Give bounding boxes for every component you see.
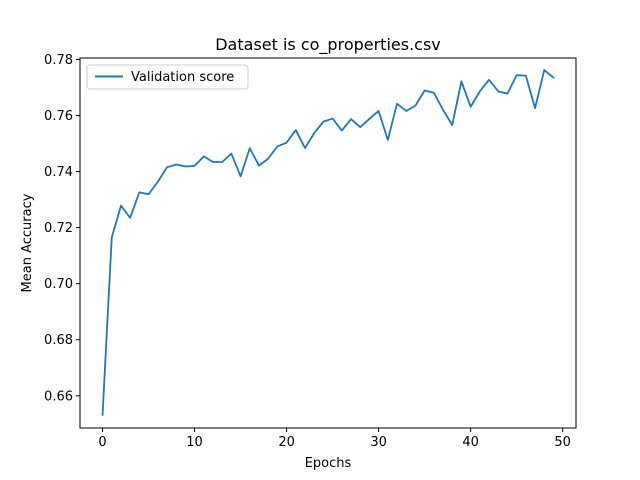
y-tick-label: 0.68	[44, 333, 73, 348]
x-tick-label: 10	[186, 435, 203, 450]
chart-title: Dataset is co_properties.csv	[215, 35, 441, 55]
y-tick-label: 0.70	[44, 277, 73, 292]
legend-label-validation-score: Validation score	[131, 70, 234, 85]
x-axis-label: Epochs	[305, 456, 352, 471]
series-line-validation-score	[101, 69, 555, 416]
x-tick-label: 20	[278, 435, 295, 450]
x-tick-label: 30	[370, 435, 387, 450]
y-tick-label: 0.72	[44, 221, 73, 236]
y-tick-label: 0.76	[44, 109, 73, 124]
legend: Validation score	[86, 64, 249, 90]
series-layer	[101, 69, 555, 416]
plot-frame	[79, 57, 577, 429]
x-tick-label: 0	[98, 435, 106, 450]
y-tick-label: 0.66	[44, 389, 73, 404]
y-tick-label: 0.78	[44, 53, 73, 68]
legend-box	[86, 64, 249, 90]
axis-ticks: 0 10 20 30 40 50 0.66 0.68 0.70 0.72 0.74 0.76 0.78	[44, 53, 571, 450]
x-tick-label: 40	[462, 435, 479, 450]
y-tick-label: 0.74	[44, 165, 73, 180]
y-axis-label: Mean Accuracy	[20, 193, 35, 292]
x-tick-label: 50	[554, 435, 571, 450]
